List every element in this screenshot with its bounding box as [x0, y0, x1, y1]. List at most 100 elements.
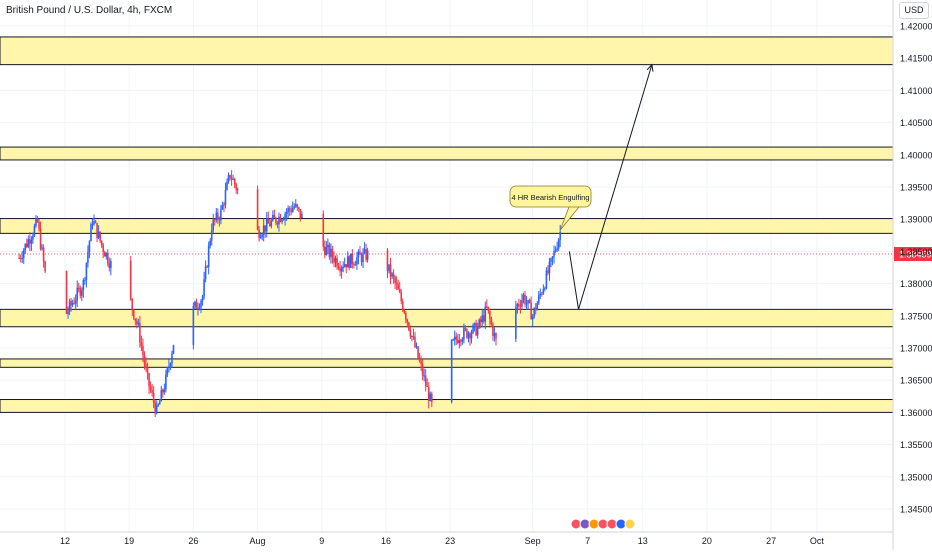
- overlays: 1.38459 4 HR Bearish Engulfing: [0, 63, 932, 530]
- candle-body: [460, 340, 462, 342]
- candle-body: [461, 339, 464, 342]
- candle-body: [479, 319, 482, 323]
- candle-body: [453, 336, 456, 340]
- candle-body: [99, 231, 101, 241]
- candle-body: [172, 345, 175, 354]
- candle-body: [236, 189, 239, 191]
- y-tick-label: 1.41000: [900, 86, 932, 96]
- candle-body: [398, 289, 401, 293]
- candle-body: [88, 241, 91, 253]
- sr-zone: [0, 218, 894, 234]
- y-tick-label: 1.37500: [900, 311, 932, 321]
- candle-body: [38, 221, 40, 229]
- candle-body: [160, 389, 163, 402]
- candle-body: [464, 327, 467, 330]
- y-tick-label: 1.36000: [900, 408, 932, 418]
- currency-badge[interactable]: USD: [899, 2, 929, 19]
- candle-body: [412, 336, 415, 338]
- candle-body: [554, 250, 557, 252]
- candle-body: [134, 318, 137, 321]
- candle-body: [217, 212, 219, 220]
- candle-body: [21, 257, 24, 259]
- candle-body: [39, 228, 42, 249]
- candle-body: [359, 251, 361, 255]
- candle-body: [542, 289, 545, 294]
- candle-body: [487, 306, 490, 312]
- candle-body: [424, 375, 427, 386]
- callout-pointer: [559, 206, 580, 231]
- current-price-badge: [894, 247, 932, 262]
- candle-body: [537, 294, 540, 304]
- candle-body: [278, 216, 280, 225]
- candle-body: [516, 304, 519, 308]
- candle-body: [495, 333, 497, 339]
- candle-body: [414, 336, 416, 347]
- candle-body: [285, 212, 288, 214]
- y-tick-label: 1.41500: [900, 54, 932, 64]
- y-tick-label: 1.34500: [900, 505, 932, 515]
- x-tick-label: 9: [319, 536, 324, 546]
- candle-body: [521, 299, 523, 307]
- candle-body: [455, 336, 458, 340]
- candle-body: [71, 303, 74, 306]
- candle-body: [227, 175, 230, 182]
- candle-body: [349, 253, 352, 268]
- candle-body: [357, 251, 360, 258]
- candle-body: [259, 236, 262, 239]
- candle-body: [429, 393, 432, 401]
- candle-body: [129, 260, 132, 299]
- candle-body: [90, 224, 92, 242]
- candle-body: [423, 375, 425, 377]
- candle-body: [139, 322, 141, 343]
- candle-body: [421, 364, 424, 376]
- y-tick-label: 1.36500: [900, 376, 932, 386]
- candle-body: [467, 333, 470, 338]
- candle-body: [518, 304, 520, 306]
- candle-body: [258, 229, 260, 239]
- candle-body: [32, 235, 34, 240]
- candle-body: [530, 302, 532, 320]
- candle-body: [533, 307, 535, 317]
- chart-title: British Pound / U.S. Dollar, 4h, FXCM: [6, 5, 173, 16]
- candle-body: [96, 223, 98, 239]
- y-tick-label: 1.42000: [900, 22, 932, 32]
- candle-body: [489, 311, 491, 319]
- candle-body: [392, 273, 395, 278]
- candle-body: [331, 248, 334, 258]
- candle-body: [36, 218, 39, 222]
- candle-body: [204, 266, 207, 280]
- candle-body: [420, 361, 422, 365]
- candle-body: [197, 308, 199, 310]
- candle-body: [291, 207, 294, 212]
- candle-body: [339, 268, 341, 272]
- candle-body: [534, 307, 537, 311]
- candle-body: [519, 305, 522, 307]
- candle-body: [194, 301, 196, 306]
- candle-body: [557, 239, 560, 249]
- candle-body: [267, 218, 270, 224]
- candle-body: [152, 392, 155, 403]
- y-tick-label: 1.38000: [900, 279, 932, 289]
- candle-body: [394, 277, 396, 283]
- candle-body: [476, 327, 479, 336]
- candle-body: [110, 260, 112, 269]
- candle-body: [551, 256, 554, 259]
- y-tick-label: 1.39000: [900, 215, 932, 225]
- candle-body: [290, 210, 292, 212]
- candle-body: [68, 301, 71, 312]
- candle-body: [296, 204, 299, 208]
- candle-body: [223, 204, 225, 206]
- current-price-label: 1.38459: [899, 250, 932, 260]
- x-tick-label: 12: [60, 536, 70, 546]
- candle-body: [108, 263, 111, 269]
- candle-body: [19, 257, 22, 259]
- candle-body: [105, 252, 108, 257]
- candle-body: [272, 214, 274, 221]
- candle-body: [345, 264, 348, 268]
- candle-body: [226, 181, 228, 190]
- candle-body: [154, 402, 156, 414]
- candle-body: [76, 287, 79, 301]
